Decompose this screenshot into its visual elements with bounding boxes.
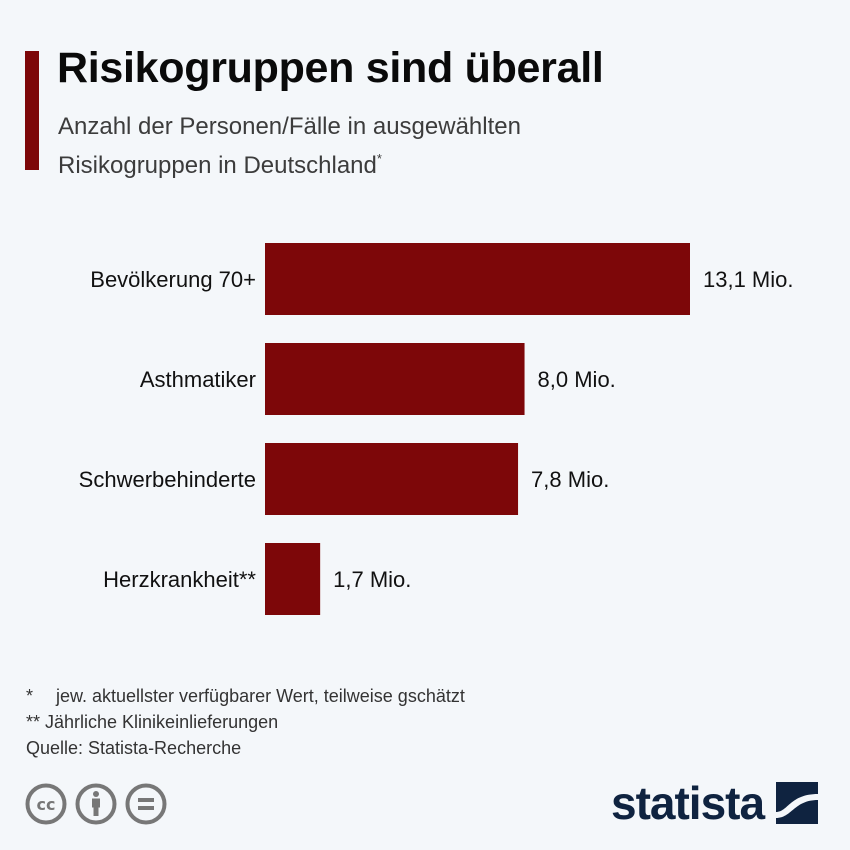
subtitle-footnote-mark: * [376, 151, 382, 166]
category-label-0: Bevölkerung 70+ [90, 267, 256, 292]
footnote-1: * jew. aktuellster verfügbarer Wert, teil… [26, 686, 465, 706]
bar-3 [265, 543, 321, 615]
bar-chart: Bevölkerung 70+ 13,1 Mio. Asthmatiker 8,0 M… [79, 243, 794, 615]
value-label-1: 8,0 Mio. [538, 367, 616, 392]
value-label-2: 7,8 Mio. [531, 467, 609, 492]
bar-1 [265, 343, 525, 415]
category-label-2: Schwerbehinderte [79, 467, 256, 492]
statista-mark-icon [776, 782, 819, 824]
value-label-3: 1,7 Mio. [333, 567, 411, 592]
chart-subtitle: Anzahl der Personen/Fälle in ausgewählte… [58, 111, 521, 182]
statista-logo[interactable]: statista [611, 777, 819, 829]
subtitle-line-1: Anzahl der Personen/Fälle in ausgewählte… [58, 113, 521, 140]
bar-2 [265, 443, 519, 515]
category-label-1: Asthmatiker [140, 367, 256, 392]
cc-icon[interactable]: cc [25, 783, 67, 825]
footnotes: * jew. aktuellster verfügbarer Wert, teil… [26, 683, 465, 761]
value-label-0: 13,1 Mio. [703, 267, 794, 292]
source-note: Quelle: Statista-Recherche [26, 738, 242, 758]
logo-wordmark: statista [611, 777, 765, 829]
subtitle-line-2: Risikogruppen in Deutschland [58, 152, 377, 179]
by-attribution-icon[interactable] [75, 783, 117, 825]
title-accent-bar [25, 51, 39, 170]
no-derivatives-icon[interactable] [125, 783, 167, 825]
chart-title: Risikogruppen sind überall [57, 44, 604, 92]
footnote-2: ** Jährliche Klinikeinlieferungen [26, 712, 279, 732]
bar-0 [265, 243, 690, 315]
license-icons: cc [25, 783, 167, 825]
svg-text:cc: cc [37, 795, 56, 814]
category-label-3: Herzkrankheit** [103, 567, 256, 592]
